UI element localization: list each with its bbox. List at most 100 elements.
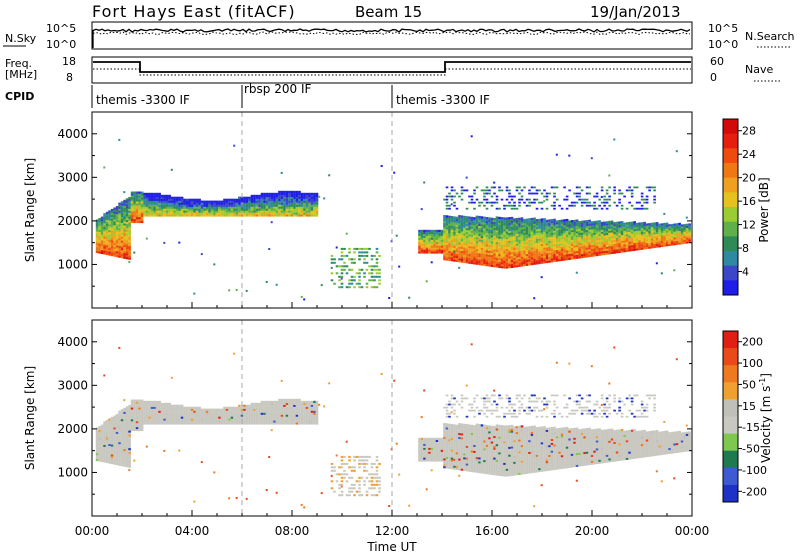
power-pixel <box>175 204 179 207</box>
power-pixel <box>568 247 571 251</box>
velocity-pixel <box>358 455 361 458</box>
velocity-pixel <box>140 413 144 416</box>
power-pixel <box>388 297 391 299</box>
power-pixel <box>545 231 549 234</box>
power-pixel <box>543 229 546 233</box>
power-pixel <box>568 238 571 241</box>
power-pixel <box>620 232 624 235</box>
power-pixel <box>650 240 654 243</box>
power-pixel <box>490 251 494 254</box>
power-pixel <box>580 236 584 239</box>
power-pixel <box>470 234 474 237</box>
power-pixel <box>543 225 546 229</box>
power-pixel <box>510 216 514 219</box>
power-pixel <box>603 243 606 246</box>
power-pixel <box>470 135 473 138</box>
power-pixel <box>683 235 686 238</box>
power-pixel <box>505 256 509 259</box>
power-pixel <box>353 286 356 289</box>
power-pixel <box>643 201 646 204</box>
power-pixel <box>110 230 114 233</box>
power-pixel <box>568 189 571 192</box>
velocity-pixel <box>260 422 264 425</box>
velocity-pixel <box>123 443 126 446</box>
power-pixel <box>110 224 114 227</box>
power-pixel <box>498 263 501 266</box>
power-pixel <box>263 200 266 203</box>
velocity-pixel <box>243 408 246 411</box>
power-pixel <box>638 240 641 243</box>
power-pixel <box>530 255 534 258</box>
power-pixel <box>443 216 446 220</box>
velocity-pixel <box>250 414 254 417</box>
power-pixel <box>223 200 226 203</box>
power-pixel <box>483 216 486 219</box>
power-pixel <box>565 248 569 251</box>
power-pixel <box>310 200 314 203</box>
velocity-pixel <box>308 402 311 405</box>
power-pixel <box>585 255 589 258</box>
power-pixel <box>540 222 544 225</box>
velocity-pixel <box>110 448 114 451</box>
power-pixel <box>545 235 549 238</box>
velocity-pixel <box>118 461 121 464</box>
power-pixel <box>273 206 276 209</box>
power-pixel <box>185 212 189 215</box>
velocity-pixel <box>278 418 281 421</box>
power-pixel <box>148 214 151 217</box>
velocity-pixel <box>168 416 171 419</box>
power-pixel <box>598 234 601 237</box>
power-pixel <box>630 223 634 226</box>
power-pixel <box>485 262 489 265</box>
power-pixel <box>193 204 196 207</box>
power-pixel <box>495 234 499 237</box>
power-pixel <box>420 208 423 211</box>
velocity-pixel <box>113 415 116 418</box>
power-pixel <box>625 236 629 239</box>
power-pixel <box>498 230 501 233</box>
velocity-pixel <box>120 460 124 463</box>
velocity-pixel <box>133 413 136 416</box>
velocity-pixel <box>115 427 119 430</box>
power-pixel <box>605 201 609 204</box>
velocity-pixel <box>173 422 176 425</box>
power-pixel <box>670 229 674 232</box>
power-pixel <box>643 229 646 232</box>
power-pixel <box>315 202 319 205</box>
power-pixel <box>115 223 119 226</box>
power-pixel <box>543 241 546 244</box>
power-pixel <box>188 210 191 213</box>
power-pixel <box>475 252 479 255</box>
power-pixel <box>565 246 569 249</box>
power-pixel <box>110 254 114 257</box>
power-pixel <box>530 201 534 204</box>
power-pixel <box>550 232 554 235</box>
power-pixel <box>495 218 499 221</box>
power-pixel <box>420 235 424 238</box>
power-pixel <box>115 206 119 209</box>
velocity-pixel <box>118 457 121 460</box>
velocity-pixel <box>285 412 289 415</box>
power-pixel <box>443 238 446 241</box>
power-pixel <box>503 235 506 238</box>
velocity-pixel <box>130 407 134 410</box>
power-pixel <box>108 235 111 238</box>
power-pixel <box>95 246 99 250</box>
power-pixel <box>668 230 671 233</box>
power-pixel <box>515 257 519 260</box>
power-pixel <box>625 234 629 237</box>
velocity-pixel <box>153 418 156 421</box>
velocity-pixel <box>145 408 149 411</box>
power-pixel <box>528 230 531 233</box>
power-pixel <box>485 238 489 241</box>
power-pixel <box>370 279 374 282</box>
velocity-pixel <box>115 419 119 423</box>
power-pixel <box>118 241 121 244</box>
power-pixel <box>538 218 541 221</box>
power-pixel <box>450 233 454 236</box>
power-pixel <box>423 237 426 240</box>
velocity-pixel <box>243 418 246 421</box>
power-pixel <box>640 243 644 246</box>
power-pixel <box>290 214 294 217</box>
power-pixel <box>468 236 471 239</box>
